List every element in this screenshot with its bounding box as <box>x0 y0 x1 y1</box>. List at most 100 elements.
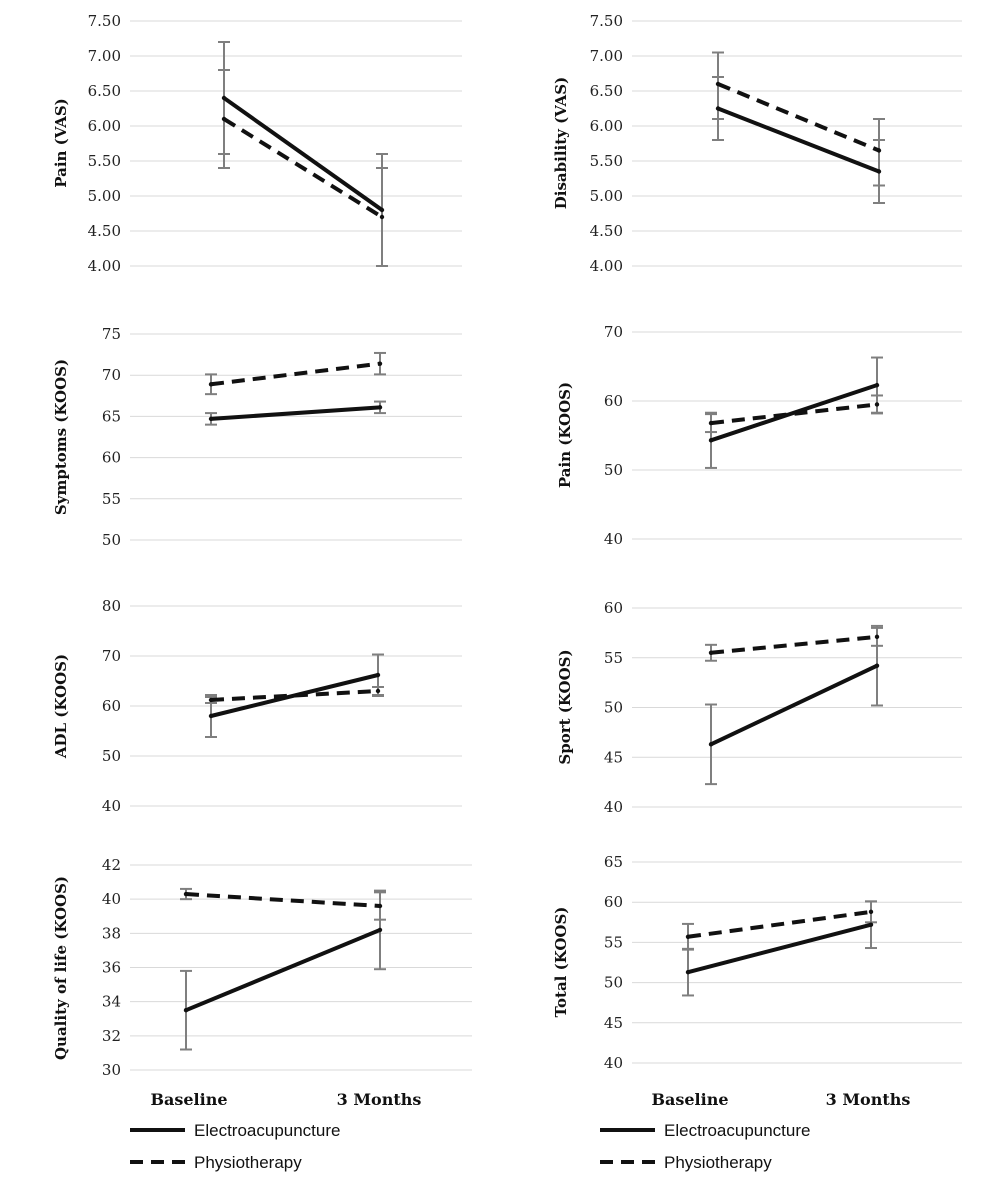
legend-label-physiotherapy: Physiotherapy <box>194 1153 302 1172</box>
y-tick-label: 50 <box>604 461 623 479</box>
data-point-electroacupuncture <box>874 382 880 388</box>
y-tick-label: 38 <box>102 924 121 942</box>
x-category-label: Baseline <box>150 1090 227 1109</box>
series-line-physiotherapy <box>710 634 878 655</box>
data-point-physiotherapy <box>874 634 880 640</box>
data-point-physiotherapy <box>221 116 227 122</box>
x-axis-category-labels: Baseline 3 Months Baseline 3 Months <box>150 1090 910 1109</box>
y-tick-label: 4.50 <box>590 222 623 240</box>
data-point-physiotherapy <box>708 650 714 655</box>
legend-label-physiotherapy: Physiotherapy <box>664 1153 772 1172</box>
y-axis-label: Quality of life (KOOS) <box>52 876 70 1060</box>
legend: Electroacupuncture Physiotherapy <box>130 1121 340 1172</box>
y-tick-label: 42 <box>102 856 121 874</box>
series-line-electroacupuncture <box>710 663 878 747</box>
y-tick-label: 7.50 <box>88 12 121 30</box>
chart-panel-total-koos: 65 60 55 50 45 40 Total (KOOS) <box>552 853 962 1072</box>
y-tick-label: 40 <box>604 1054 623 1072</box>
y-tick-label: 40 <box>604 798 623 816</box>
data-point-electroacupuncture <box>377 405 383 410</box>
chart-panel-pain-koos: 70 60 50 40 Pain (KOOS) <box>556 323 962 548</box>
chart-panel-disability-vas: 7.50 7.00 6.50 6.00 5.50 5.00 4.50 4.00 Disabili… <box>552 12 962 275</box>
y-axis-label: Pain (VAS) <box>52 98 70 188</box>
series-line-physiotherapy <box>222 117 384 219</box>
y-tick-label: 6.00 <box>88 117 121 135</box>
y-tick-label: 50 <box>604 974 623 992</box>
data-point-physiotherapy <box>874 402 880 407</box>
series-line-electroacupuncture <box>210 405 381 421</box>
y-tick-label: 70 <box>102 647 121 665</box>
data-point-electroacupuncture <box>379 207 385 213</box>
y-axis-label: Disability (VAS) <box>552 77 570 209</box>
series-line-physiotherapy <box>687 909 872 939</box>
data-point-electroacupuncture <box>208 713 214 719</box>
x-category-label: Baseline <box>651 1090 728 1109</box>
data-point-electroacupuncture <box>868 922 874 927</box>
legend-label-electroacupuncture: Electroacupuncture <box>194 1121 340 1140</box>
data-point-electroacupuncture <box>876 169 882 174</box>
y-tick-label: 40 <box>102 797 121 815</box>
chart-panel-symptoms-koos: 75 70 65 60 55 50 Symptoms (KOOS) <box>52 325 462 549</box>
y-tick-label: 6.00 <box>590 117 623 135</box>
data-point-physiotherapy <box>377 903 383 909</box>
y-axis-label: Sport (KOOS) <box>556 649 574 764</box>
series-line-physiotherapy <box>210 689 379 702</box>
y-tick-label: 50 <box>604 699 623 717</box>
y-tick-label: 40 <box>604 530 623 548</box>
data-point-physiotherapy <box>876 148 882 153</box>
data-point-electroacupuncture <box>708 438 714 443</box>
x-category-label: 3 Months <box>337 1090 422 1109</box>
series-line-physiotherapy <box>717 82 880 153</box>
data-point-physiotherapy <box>379 214 385 220</box>
y-tick-label: 4.00 <box>590 257 623 275</box>
series-line-electroacupuncture <box>210 673 379 718</box>
series-line-physiotherapy <box>710 402 878 426</box>
y-tick-label: 70 <box>102 366 121 384</box>
data-point-electroacupuncture <box>708 742 714 747</box>
data-point-physiotherapy <box>868 909 874 915</box>
legend: Electroacupuncture Physiotherapy <box>600 1121 810 1172</box>
series-line-electroacupuncture <box>717 106 880 174</box>
y-tick-label: 34 <box>102 993 121 1011</box>
y-tick-label: 36 <box>102 959 121 977</box>
y-tick-label: 45 <box>604 748 623 766</box>
y-tick-label: 5.50 <box>590 152 623 170</box>
y-tick-label: 50 <box>102 747 121 765</box>
y-tick-label: 5.50 <box>88 152 121 170</box>
y-tick-label: 55 <box>604 649 623 667</box>
y-axis-label: Symptoms (KOOS) <box>52 359 70 515</box>
data-point-physiotherapy <box>183 891 189 897</box>
data-point-physiotherapy <box>377 361 383 366</box>
y-tick-label: 65 <box>102 407 121 425</box>
y-tick-label: 5.00 <box>88 187 121 205</box>
y-tick-label: 7.50 <box>590 12 623 30</box>
chart-panel-quality-of-life-koos: 42 40 38 36 34 32 30 Quality of life (KOOS) <box>52 856 472 1079</box>
data-point-physiotherapy <box>375 688 381 694</box>
data-point-electroacupuncture <box>183 1008 189 1013</box>
y-tick-label: 70 <box>604 323 623 341</box>
y-axis-label: ADL (KOOS) <box>52 654 70 759</box>
y-tick-label: 60 <box>604 392 623 410</box>
y-tick-label: 6.50 <box>590 82 623 100</box>
chart-panel-pain-vas: 7.50 7.00 6.50 6.00 5.50 5.00 4.50 4.00 Pain (VA… <box>52 12 462 275</box>
y-tick-label: 75 <box>102 325 121 343</box>
legend-label-electroacupuncture: Electroacupuncture <box>664 1121 810 1140</box>
series-line-physiotherapy <box>185 892 381 908</box>
y-tick-label: 6.50 <box>88 82 121 100</box>
panels-group: 7.50 7.00 6.50 6.00 5.50 5.00 4.50 4.00 Pain (VA… <box>52 12 962 1079</box>
data-point-physiotherapy <box>208 697 214 703</box>
data-point-physiotherapy <box>208 382 214 387</box>
series-line-electroacupuncture <box>687 922 872 975</box>
data-point-electroacupuncture <box>377 927 383 933</box>
series-line-electroacupuncture <box>222 96 384 212</box>
legends-group: ElectroacupuncturePhysiotherapyElectroac… <box>130 1121 810 1172</box>
y-tick-label: 4.00 <box>88 257 121 275</box>
data-point-electroacupuncture <box>874 663 880 668</box>
y-tick-label: 80 <box>102 597 121 615</box>
y-tick-label: 55 <box>102 490 121 508</box>
series-line-physiotherapy <box>210 361 381 387</box>
y-tick-label: 50 <box>102 531 121 549</box>
data-point-electroacupuncture <box>208 416 214 422</box>
chart-panel-adl-koos: 80 70 60 50 40 ADL (KOOS) <box>52 597 462 815</box>
data-point-physiotherapy <box>715 81 721 87</box>
